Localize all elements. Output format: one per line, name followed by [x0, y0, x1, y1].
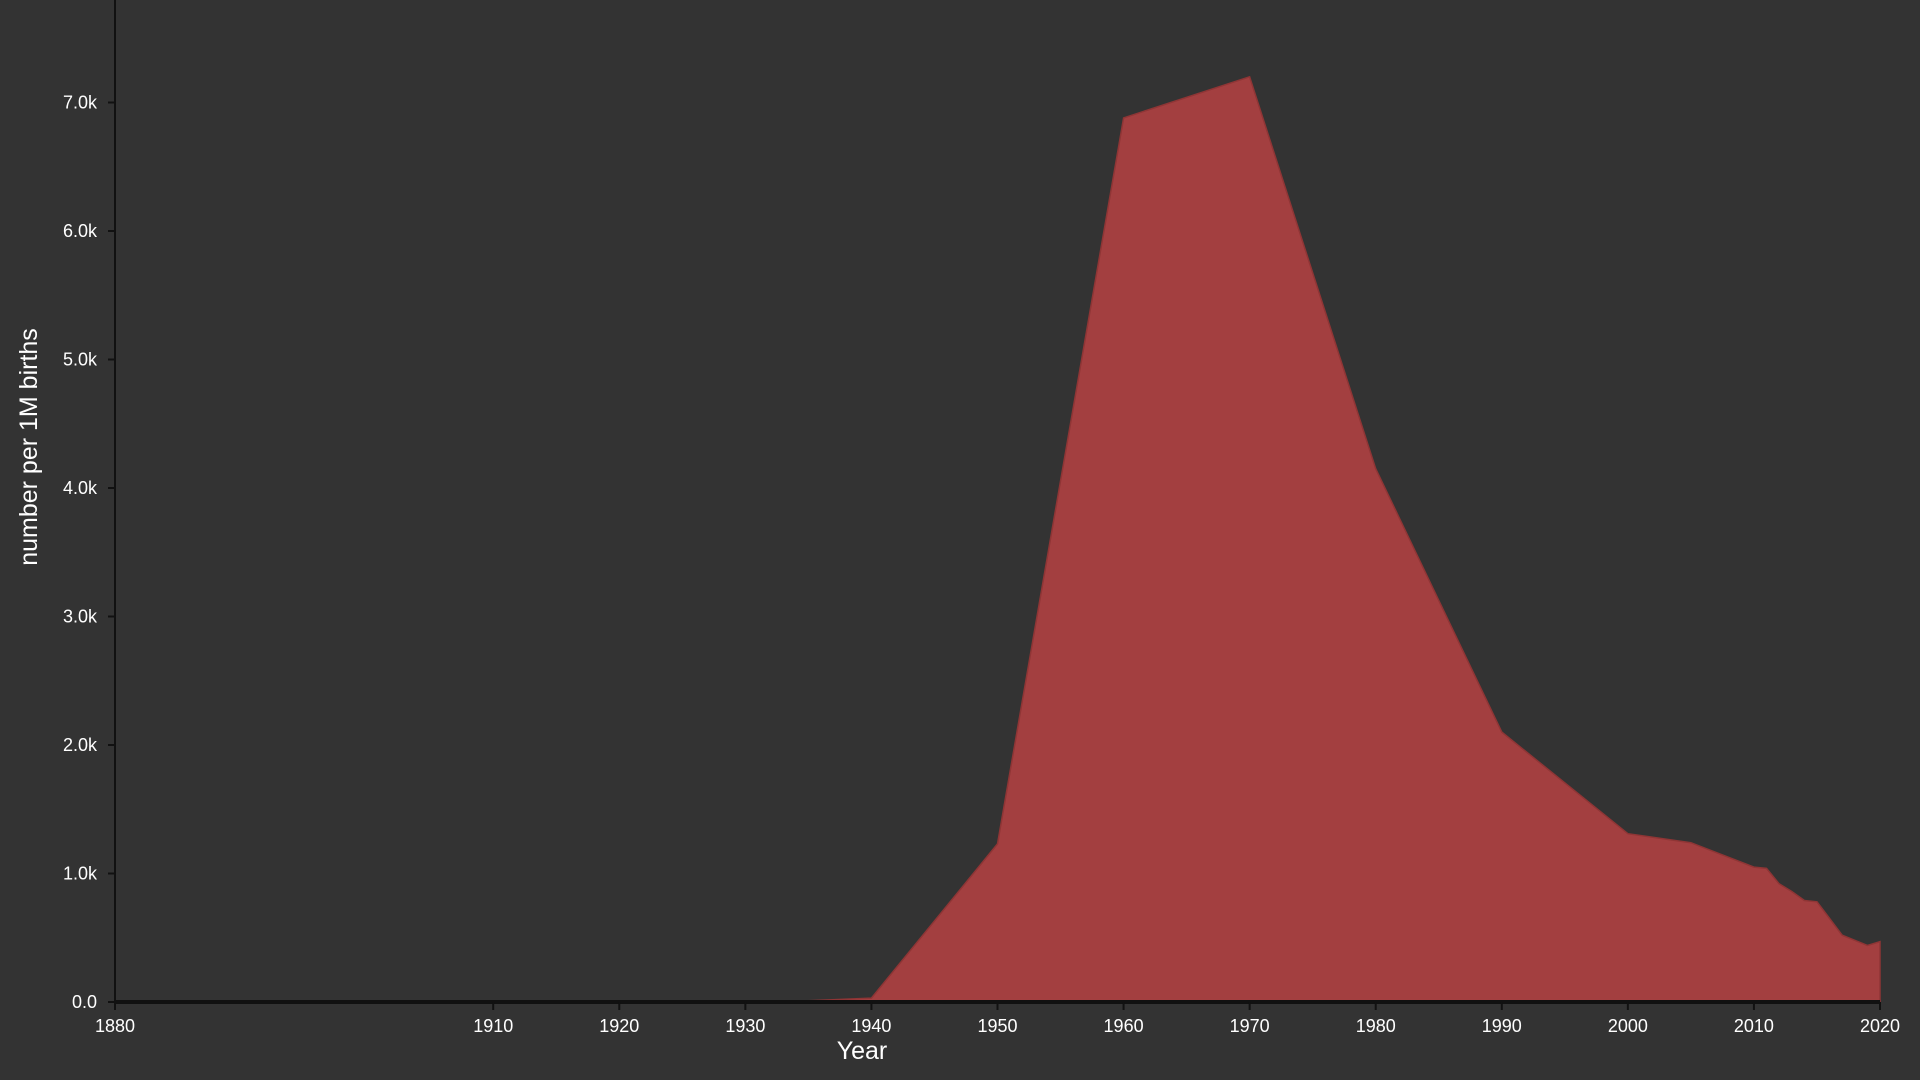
x-tick-label: 1990	[1482, 1016, 1522, 1036]
x-tick-label: 1950	[977, 1016, 1017, 1036]
x-tick-label: 2000	[1608, 1016, 1648, 1036]
x-tick-label: 1970	[1230, 1016, 1270, 1036]
x-tick-label: 1920	[599, 1016, 639, 1036]
y-tick-label: 4.0k	[63, 478, 98, 498]
x-axis-title: Year	[837, 1037, 888, 1065]
x-axis-ticks: 1880 1910 1920 1930 1940 1950 1960 1970 1980 1990…	[95, 1002, 1900, 1036]
x-tick-label: 1940	[851, 1016, 891, 1036]
y-tick-label: 0.0	[72, 992, 97, 1012]
x-tick-label: 1980	[1356, 1016, 1396, 1036]
y-axis-ticks: 0.0 1.0k 2.0k 3.0k 4.0k 5.0k 6.0k 7.0k	[63, 93, 115, 1012]
y-axis-title: number per 1M births	[15, 328, 43, 566]
x-tick-label: 1910	[473, 1016, 513, 1036]
x-tick-label: 1880	[95, 1016, 135, 1036]
y-tick-label: 2.0k	[63, 735, 98, 755]
x-tick-label: 2020	[1860, 1016, 1900, 1036]
y-tick-label: 1.0k	[63, 864, 98, 884]
x-tick-label: 1930	[725, 1016, 765, 1036]
y-tick-label: 7.0k	[63, 93, 98, 113]
x-tick-label: 1960	[1104, 1016, 1144, 1036]
y-tick-label: 3.0k	[63, 607, 98, 627]
x-tick-label: 2010	[1734, 1016, 1774, 1036]
y-tick-label: 6.0k	[63, 221, 98, 241]
y-tick-label: 5.0k	[63, 350, 98, 370]
